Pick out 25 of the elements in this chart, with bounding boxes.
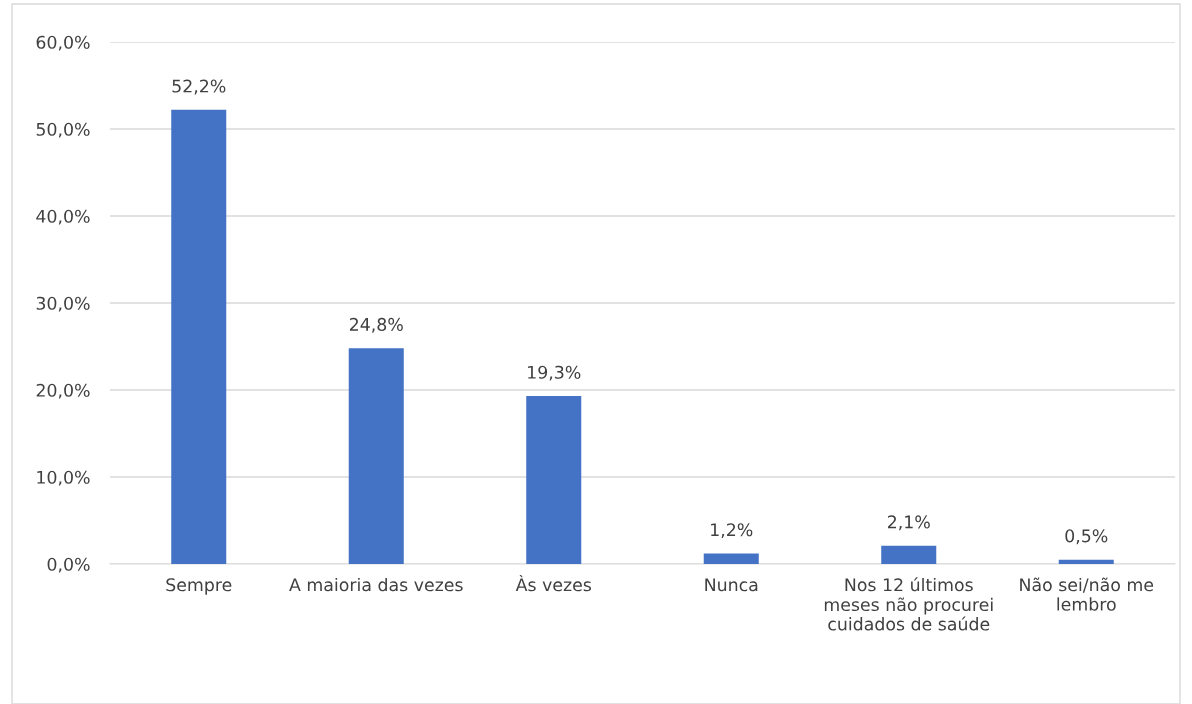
data-label: 2,1% [887, 515, 930, 531]
x-tick-label: Nunca [705, 578, 758, 592]
y-tick-label: 0,0% [47, 557, 90, 573]
x-tick-label: Sempre [166, 578, 232, 595]
data-label: 52,2% [172, 79, 226, 95]
data-label: 0,5% [1065, 529, 1108, 545]
y-tick-label: 50,0% [36, 122, 90, 138]
x-tick-label: Não sei/não me lembro [1020, 577, 1154, 611]
bar [703, 553, 759, 564]
y-tick-label: 10,0% [37, 470, 90, 486]
x-tick-label: Nos 12 últimos meses não procurei cuidados de saúde [824, 577, 993, 631]
y-tick-label: 60,0% [36, 35, 90, 51]
y-tick-label: 20,0% [36, 383, 90, 399]
bar [1058, 559, 1114, 564]
data-label: 1,2% [711, 523, 753, 539]
data-label: 19,3% [528, 365, 581, 381]
y-tick-label: 30,0% [36, 296, 90, 312]
bar [526, 396, 582, 564]
data-label: 24,8% [349, 317, 403, 333]
bar [348, 348, 404, 564]
bar [881, 545, 937, 564]
x-tick-label: Às vezes [515, 575, 592, 592]
y-tick-label: 40,0% [36, 209, 90, 225]
bar [171, 109, 227, 564]
x-tick-label: A maioria das vezes [289, 577, 463, 592]
